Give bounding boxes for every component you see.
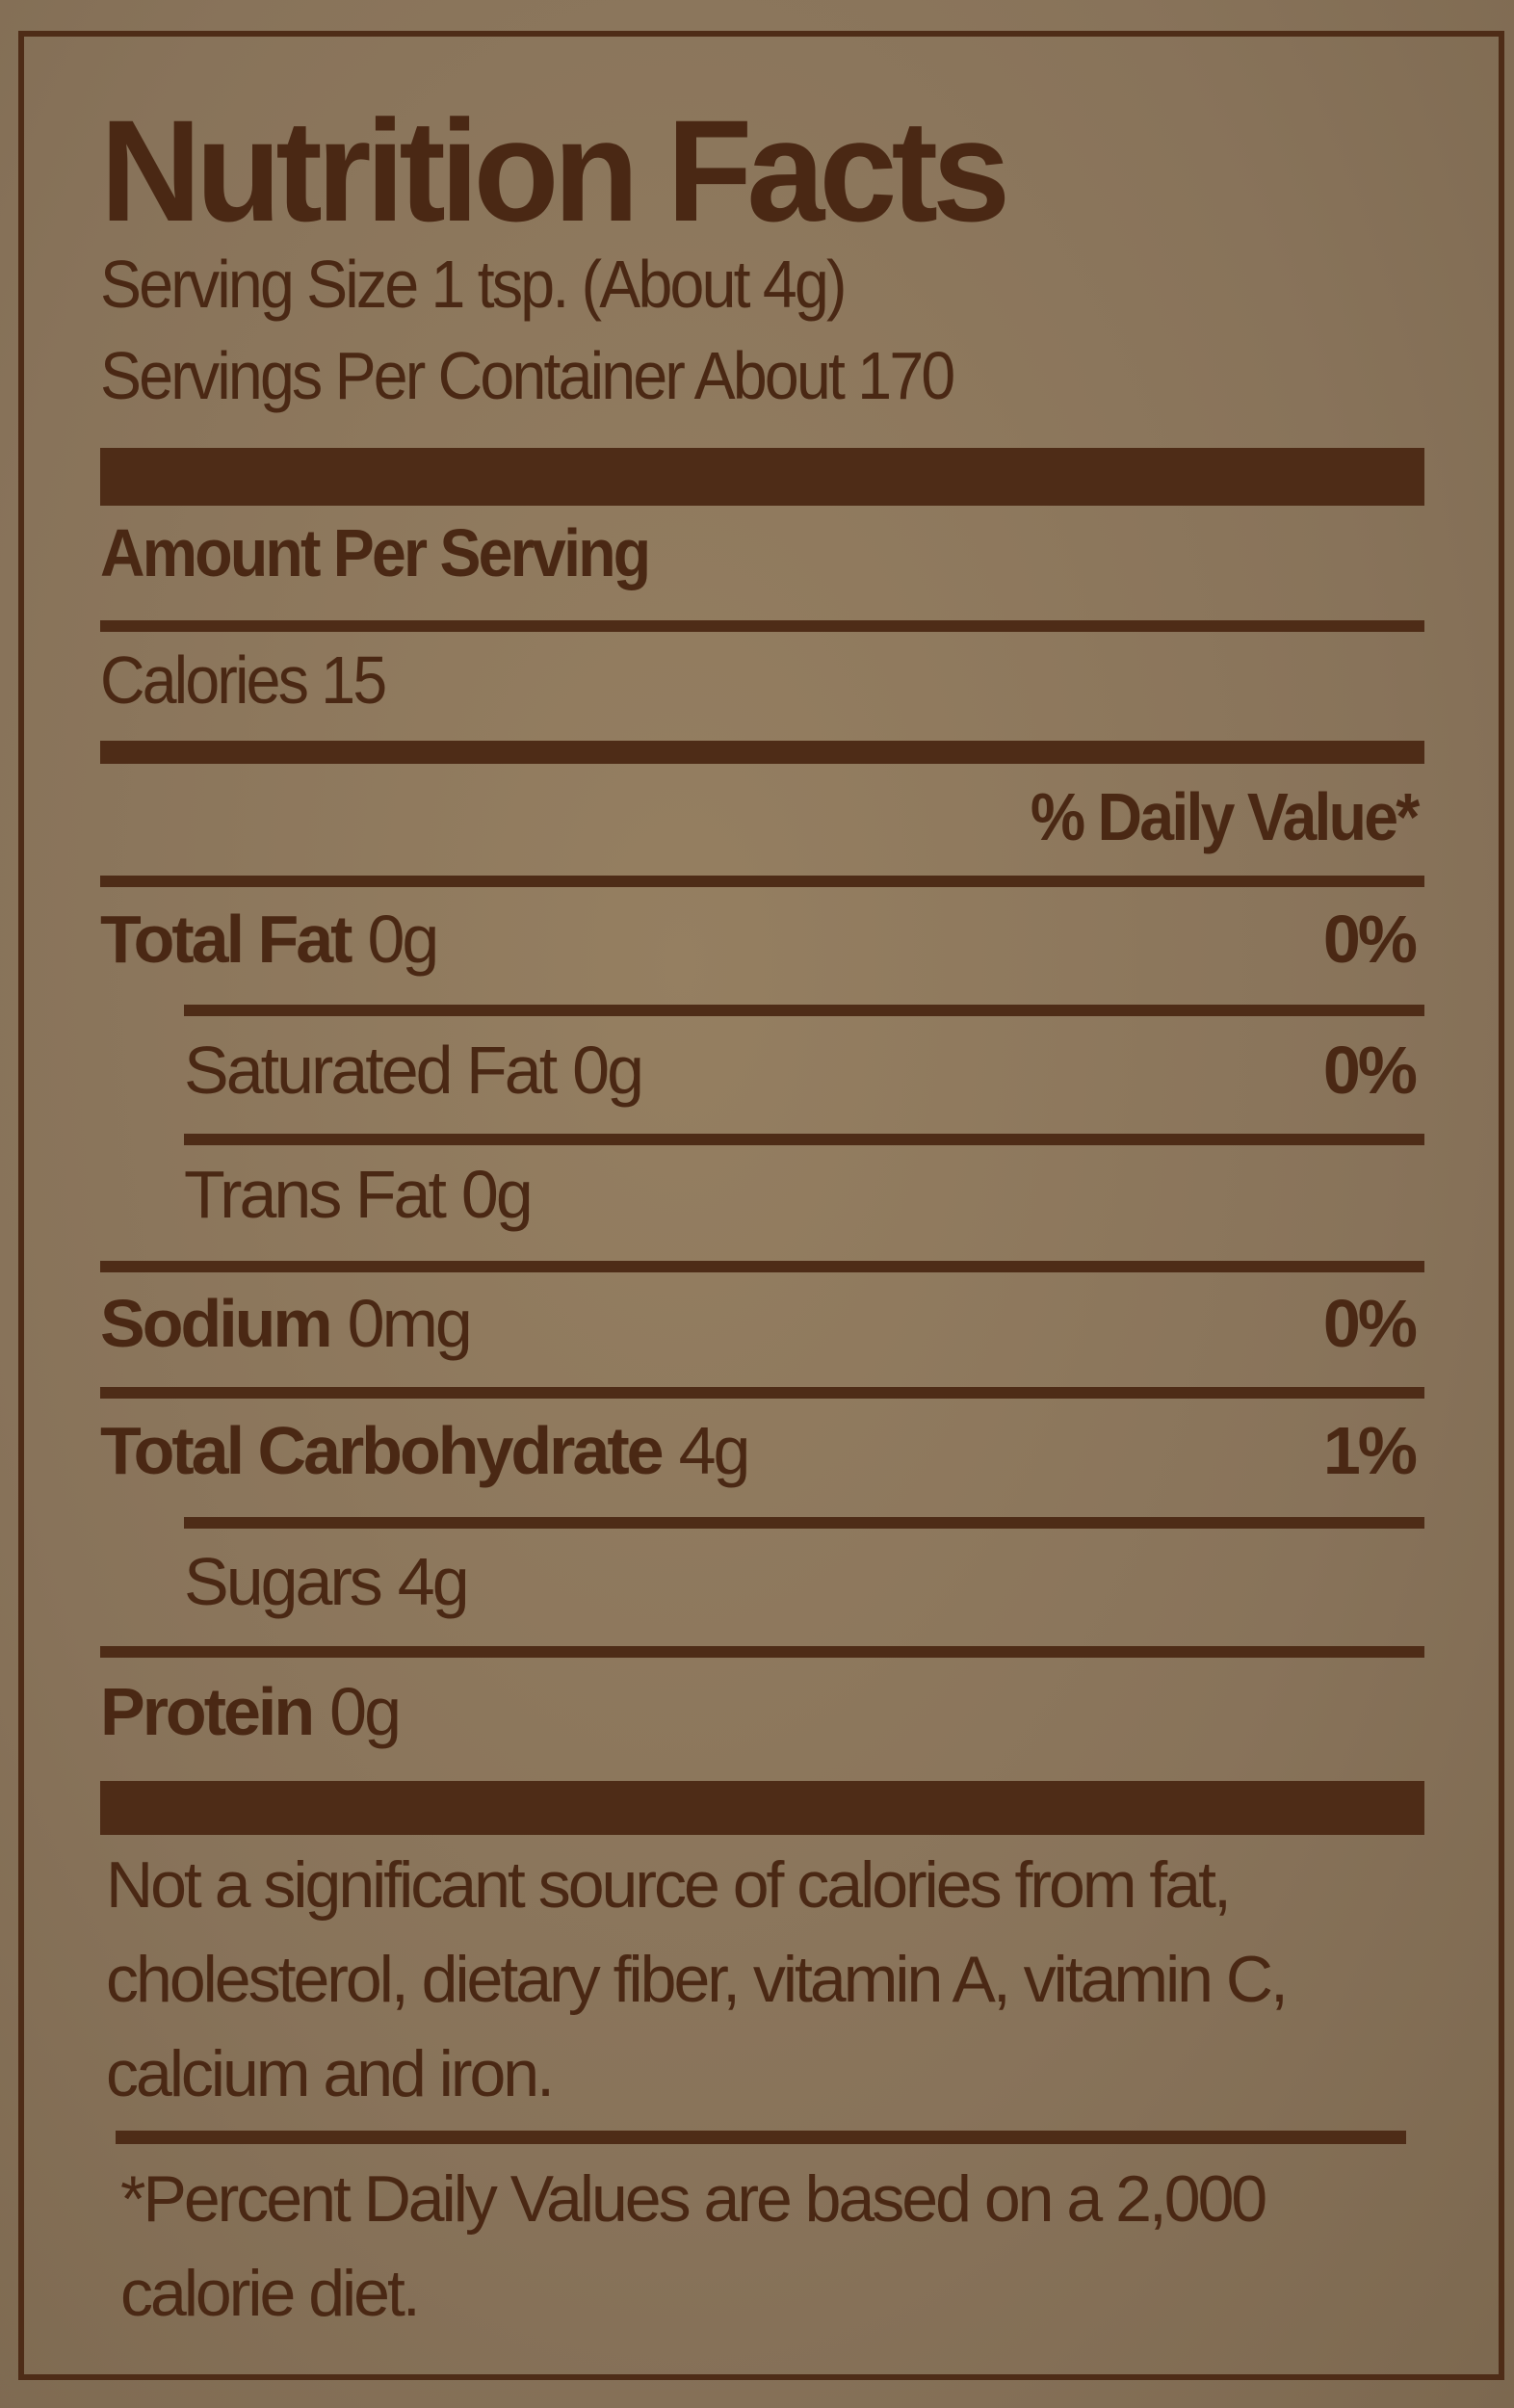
nutrient-amount: 4g bbox=[397, 1544, 470, 1619]
nutrient-row: Saturated Fat 0g 0% bbox=[184, 1036, 1424, 1104]
nutrient-name: Total Fat bbox=[100, 902, 352, 977]
nutrient-name: Protein bbox=[100, 1674, 315, 1749]
nutrient-amount: 0g bbox=[460, 1157, 534, 1232]
daily-value: 0% bbox=[1322, 902, 1418, 977]
frame bbox=[18, 31, 1504, 2380]
nutrient-row: Total Carbohydrate 4g 1% bbox=[100, 1417, 1424, 1484]
daily-value: 0% bbox=[1322, 1033, 1418, 1108]
nutrient-amount: 0g bbox=[572, 1033, 644, 1108]
nutrient-row: Sodium 0mg 0% bbox=[100, 1290, 1424, 1357]
title: Nutrition Facts bbox=[100, 90, 1010, 251]
rule bbox=[100, 1646, 1424, 1658]
nutrient-name: Sodium bbox=[100, 1286, 333, 1361]
rule bbox=[116, 2131, 1406, 2144]
rule bbox=[100, 1387, 1424, 1399]
note: Not a significant source of calories fro… bbox=[106, 1848, 1289, 2110]
serving-size: Serving Size 1 tsp. (About 4g) bbox=[100, 247, 848, 322]
nutrient-row: Sugars 4g bbox=[184, 1548, 1424, 1615]
thick-rule bbox=[100, 1781, 1424, 1835]
nutrient-name: Total Carbohydrate bbox=[100, 1413, 665, 1488]
thick-rule bbox=[100, 448, 1424, 506]
medium-rule bbox=[100, 741, 1424, 764]
nutrient-row: Total Fat 0g 0% bbox=[100, 905, 1424, 973]
rule bbox=[184, 1517, 1424, 1529]
calories: Calories 15 bbox=[100, 642, 387, 718]
nutrient-amount: 0g bbox=[329, 1674, 402, 1749]
rule bbox=[184, 1005, 1424, 1016]
amount-per-serving: Amount Per Serving bbox=[100, 515, 651, 590]
nutrient-amount: 4g bbox=[678, 1413, 751, 1488]
nutrient-amount: 0g bbox=[367, 902, 439, 977]
servings-per-container: Servings Per Container About 170 bbox=[100, 338, 955, 413]
nutrient-row: Protein 0g bbox=[100, 1678, 1424, 1745]
footnote: *Percent Daily Values are based on a 2,0… bbox=[120, 2162, 1267, 2330]
daily-value: 0% bbox=[1322, 1286, 1418, 1361]
daily-value: 1% bbox=[1322, 1413, 1418, 1488]
rule bbox=[100, 620, 1424, 632]
nutrient-amount: 0mg bbox=[347, 1286, 473, 1361]
rule bbox=[100, 876, 1424, 887]
daily-value-header: % Daily Value* bbox=[1031, 779, 1420, 854]
rule bbox=[184, 1134, 1424, 1145]
nutrient-name: Sugars bbox=[184, 1544, 383, 1619]
nutrient-name: Trans Fat bbox=[184, 1157, 447, 1232]
rule bbox=[100, 1261, 1424, 1272]
nutrient-row: Trans Fat 0g bbox=[184, 1161, 1424, 1228]
nutrient-name: Saturated Fat bbox=[184, 1033, 558, 1108]
